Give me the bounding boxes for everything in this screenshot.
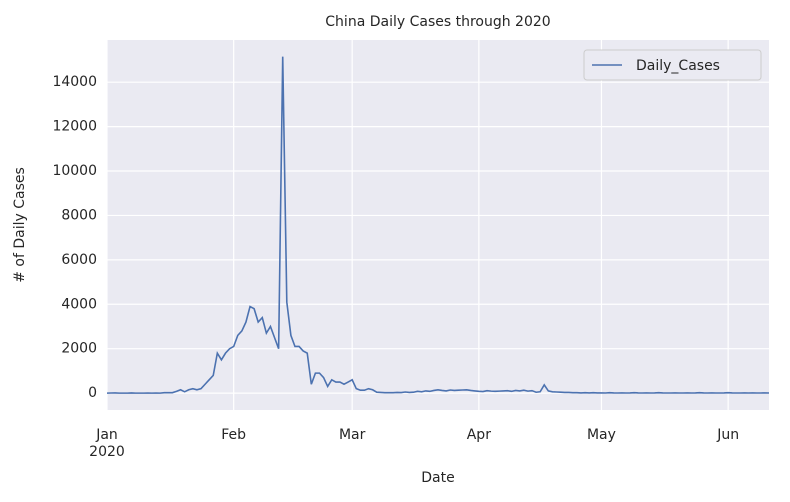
plot-area: [107, 40, 769, 410]
y-tick-label: 4000: [61, 296, 97, 312]
legend-box: [583, 49, 762, 81]
y-tick-label: 0: [88, 385, 97, 401]
y-tick-label: 10000: [52, 163, 97, 179]
x-tick-label: Jun: [717, 427, 740, 443]
y-tick-label: 12000: [52, 119, 97, 135]
x-tick-label: Jan 2020: [89, 427, 125, 460]
y-tick-label: 6000: [61, 252, 97, 268]
x-tick-label: Apr: [466, 427, 491, 443]
x-tick-label: May: [586, 427, 616, 443]
y-tick-label: 14000: [52, 74, 97, 90]
y-tick-label: 2000: [61, 341, 97, 357]
x-tick-label: Feb: [221, 427, 247, 443]
x-axis-label: Date: [421, 470, 454, 486]
y-axis-label: # of Daily Cases: [12, 167, 28, 283]
chart-title: China Daily Cases through 2020: [325, 14, 550, 30]
data-line: [106, 56, 770, 394]
x-tick-label: Mar: [338, 427, 366, 443]
y-tick-label: 8000: [61, 207, 97, 223]
legend-label: Daily_Cases: [636, 58, 720, 74]
